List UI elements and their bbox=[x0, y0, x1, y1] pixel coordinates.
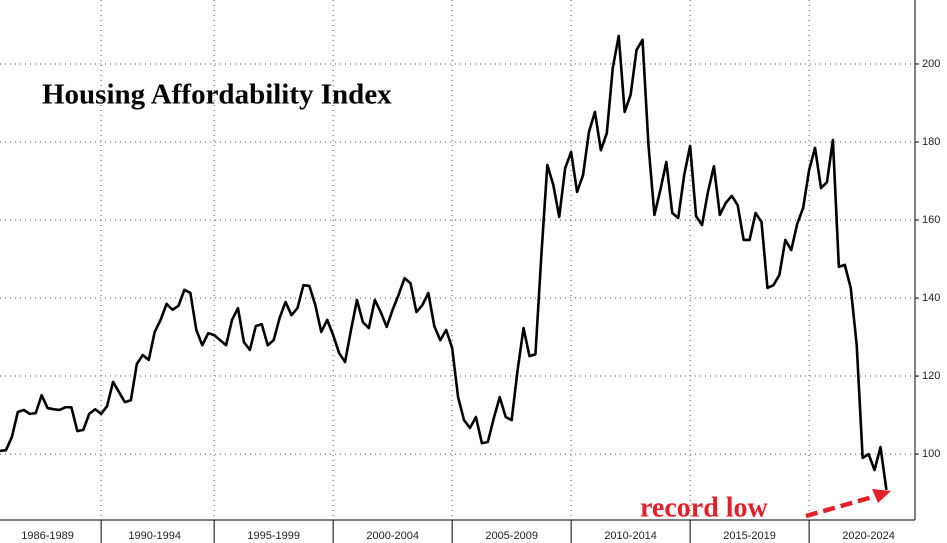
x-tick-label: 2010-2014 bbox=[604, 530, 657, 542]
x-tick-label: 1986-1989 bbox=[21, 530, 74, 542]
chart-title: Housing Affordability Index bbox=[42, 79, 392, 111]
data-line bbox=[0, 34, 888, 491]
y-tick-label: 180 bbox=[922, 136, 940, 148]
y-tick-label: 100 bbox=[922, 448, 940, 460]
x-tick-label: 2000-2004 bbox=[366, 530, 419, 542]
x-tick-label: 2020-2024 bbox=[842, 530, 895, 542]
y-tick-label: 200 bbox=[922, 58, 940, 70]
x-tick-label: 1995-1999 bbox=[247, 530, 300, 542]
y-tick-label: 160 bbox=[922, 214, 940, 226]
x-tick-label: 2015-2019 bbox=[723, 530, 776, 542]
y-tick-label: 120 bbox=[922, 370, 940, 382]
x-tick-label: 2005-2009 bbox=[485, 530, 538, 542]
annotation: record low bbox=[640, 492, 769, 523]
annotation-arrowhead bbox=[872, 489, 891, 503]
annotation-arrow bbox=[805, 493, 877, 519]
y-tick-label: 140 bbox=[922, 292, 940, 304]
x-tick-label: 1990-1994 bbox=[128, 530, 181, 542]
